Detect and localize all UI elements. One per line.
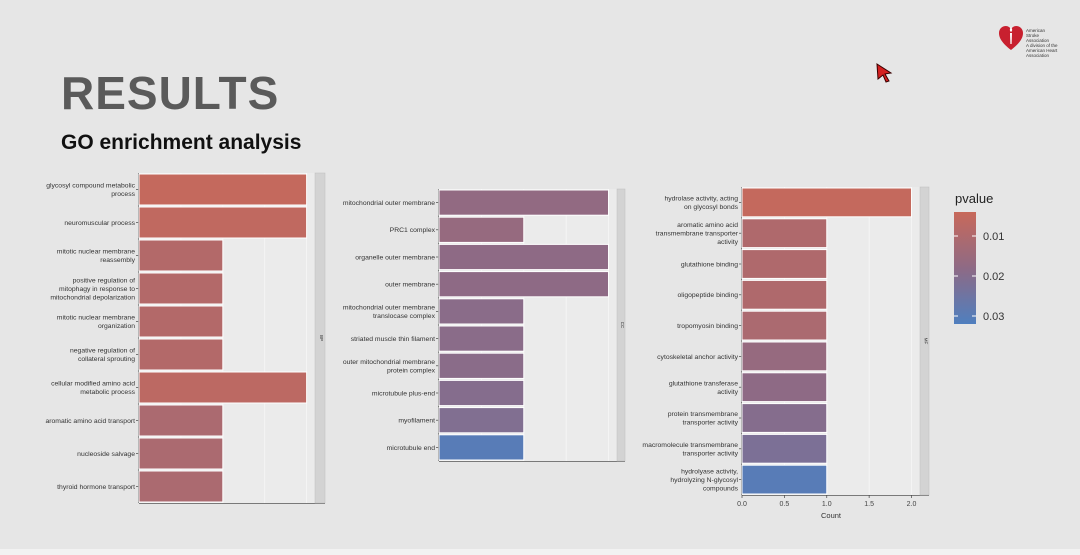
y-tick-label: aromatic amino acid transport [45, 418, 135, 425]
facet-strip [314, 172, 326, 504]
y-tick-label: PRC1 complex [390, 227, 436, 234]
facet-strip-label: MF [924, 338, 929, 345]
x-tick-label: 1.0 [822, 501, 832, 508]
legend-colorbar [954, 212, 976, 324]
bar [741, 433, 828, 464]
y-tick-label: thyroid hormone transport [57, 484, 135, 491]
bar [741, 464, 828, 495]
y-tick-label: microtubule plus-end [372, 390, 435, 397]
y-tick-label: glutathione binding [681, 261, 738, 268]
bar [741, 310, 828, 341]
bar [138, 437, 224, 470]
facet-strip [919, 186, 930, 496]
y-tick-label: microtubule end [387, 445, 436, 452]
y-tick-label: cellular modified amino acid metabolic pr… [51, 381, 135, 396]
y-tick-label: oligopeptide binding [678, 292, 739, 299]
legend-tick-label: 0.01 [983, 231, 1004, 243]
facet-strip-label: CC [620, 322, 625, 329]
bar [741, 403, 828, 433]
bar [438, 189, 610, 216]
x-tick-label: 0.5 [780, 501, 790, 508]
bar [438, 434, 525, 461]
y-tick-label: negative regulation of collateral sprouti… [70, 348, 135, 363]
bar [741, 218, 828, 249]
bar [438, 243, 610, 271]
slide-subtitle: GO enrichment analysis [61, 131, 302, 154]
bar [138, 272, 224, 305]
bar [438, 379, 525, 407]
bar [438, 407, 525, 434]
facet-strip-label: BP [319, 335, 324, 341]
heart-torch-icon [999, 26, 1023, 50]
y-tick-label: myofilament [398, 418, 435, 425]
pvalue-legend: pvalue 0.01 0.02 0.03 [954, 191, 1004, 324]
y-tick-label: mitotic nuclear membrane organization [57, 315, 135, 330]
mf-enrichment-chart: hydrolase activity, acting on glycosyl bo… [642, 186, 930, 520]
bar [438, 298, 525, 325]
bar [138, 173, 308, 206]
bar [438, 325, 525, 352]
y-tick-label: cytoskeletal anchor activity [657, 354, 738, 361]
x-tick-label: 2.0 [907, 501, 917, 508]
y-tick-label: hydrolase activity, acting on glycosyl bo… [664, 196, 738, 211]
legend-title: pvalue [955, 191, 993, 206]
y-tick-label: aromatic amino acid transmembrane transpo… [656, 222, 739, 246]
bar [741, 187, 913, 218]
bar [438, 271, 610, 298]
slide-bottom-edge [0, 549, 1080, 555]
slide-title: RESULTS [61, 67, 280, 119]
bar [138, 206, 308, 239]
bar [741, 279, 828, 310]
facet-strip [616, 188, 626, 462]
bar [438, 216, 525, 243]
bar [741, 341, 828, 372]
y-tick-label: neuromuscular process [64, 220, 135, 227]
y-tick-label: mitochondrial outer membrane [343, 200, 435, 207]
bar [138, 239, 224, 272]
cc-enrichment-chart: mitochondrial outer membrane PRC1 complex… [343, 188, 626, 462]
y-tick-label: nucleoside salvage [77, 451, 135, 458]
mouse-cursor-icon [876, 63, 893, 83]
x-axis-label: Count [821, 511, 842, 520]
bar [741, 249, 828, 279]
y-tick-label: outer membrane [385, 282, 435, 289]
y-tick-label: glutathione transferase activity [669, 380, 739, 395]
x-tick-label: 0.0 [737, 501, 747, 508]
bar [138, 404, 224, 437]
y-tick-label: hydrolyase activity, hydrolyzing N-glycos… [670, 469, 738, 493]
legend-tick-label: 0.02 [983, 271, 1004, 283]
logo-text: American Stroke Association A division o… [1026, 28, 1058, 58]
y-tick-label: glycosyl compound metabolic process [46, 183, 135, 198]
bar [138, 338, 224, 371]
bar [138, 305, 224, 338]
legend-tick-label: 0.03 [983, 311, 1004, 323]
american-stroke-association-logo: American Stroke Association A division o… [998, 24, 1068, 58]
y-tick-label: mitotic nuclear membrane reassembly [57, 249, 136, 264]
bar [438, 352, 525, 379]
x-tick-label: 1.5 [864, 501, 874, 508]
bar [138, 470, 224, 503]
y-tick-label: striated muscle thin filament [351, 336, 435, 343]
y-tick-label: macromolecule transmembrane transporter a… [642, 442, 738, 457]
y-tick-label: organelle outer membrane [355, 254, 435, 261]
y-tick-label: outer mitochondrial membrane protein comp… [343, 359, 436, 374]
y-tick-label: tropomyosin binding [677, 323, 738, 330]
bp-enrichment-chart: glycosyl compound metabolic process neurom… [45, 172, 326, 504]
bar [741, 372, 828, 403]
y-tick-label: mitochondrial outer membrane translocase … [343, 305, 436, 320]
bar [138, 371, 308, 404]
y-tick-label: protein transmembrane transporter activit… [668, 411, 739, 426]
y-tick-label: positive regulation of mitophagy in respo… [50, 277, 135, 301]
